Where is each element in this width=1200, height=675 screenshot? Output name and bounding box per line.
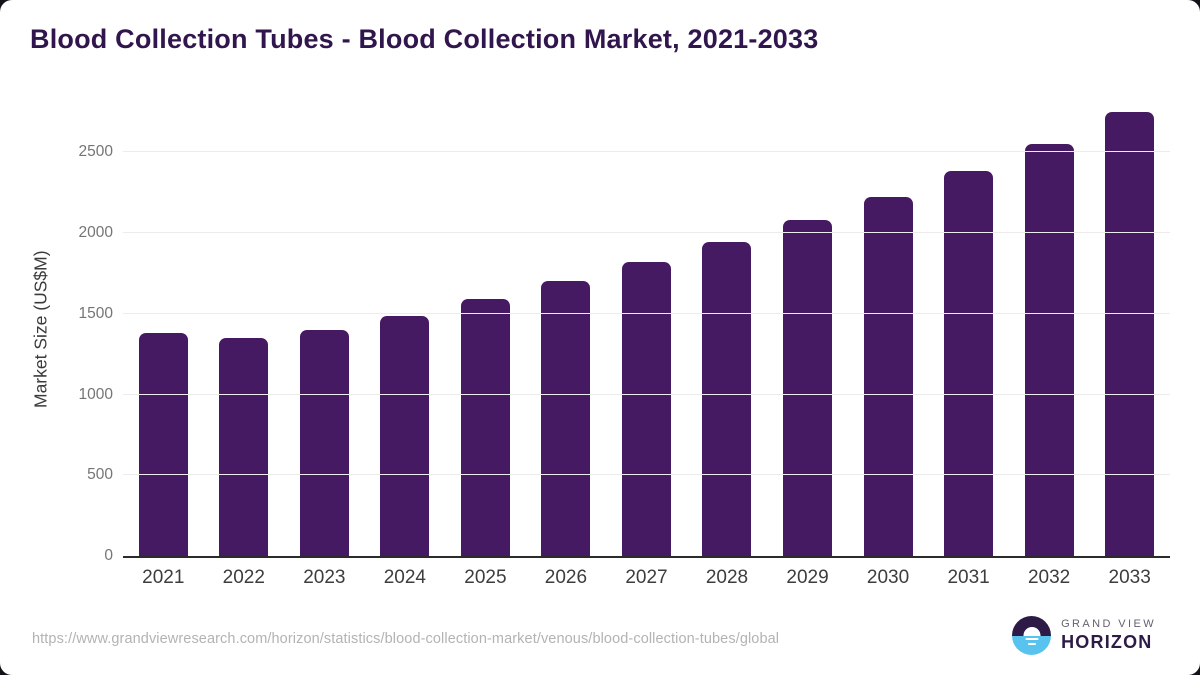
y-tick-label-1000: 1000 — [78, 385, 113, 403]
bar-2029 — [783, 220, 833, 556]
bar-slot-2025 — [445, 100, 526, 556]
bar-2031 — [944, 171, 994, 556]
bar-slot-2026 — [526, 100, 607, 556]
bar-slot-2022 — [204, 100, 285, 556]
bar-slot-2032 — [1009, 100, 1090, 556]
bar-slot-2033 — [1089, 100, 1170, 556]
brand-name-top: GRAND VIEW — [1061, 618, 1156, 630]
x-tick-label-2027: 2027 — [625, 567, 668, 588]
bar-slot-2021 — [123, 100, 204, 556]
bar-2028 — [702, 242, 752, 556]
logo-reflection-line — [1027, 642, 1036, 646]
gridline-2500 — [123, 151, 1170, 153]
bar-2025 — [460, 299, 510, 556]
logo-sun-icon — [1023, 627, 1041, 636]
grandview-horizon-logo-icon — [1012, 616, 1052, 655]
bar-2023 — [299, 330, 349, 556]
plot-area: 0 500 1000 1500 2000 2500 — [79, 100, 1170, 564]
brand-name-bottom: HORIZON — [1061, 632, 1153, 652]
bars-row — [123, 100, 1170, 556]
y-tick-label-0: 0 — [104, 547, 113, 564]
logo-text: GRAND VIEW HORIZON — [1061, 618, 1156, 653]
x-tick-label-2022: 2022 — [222, 567, 265, 588]
bar-2032 — [1024, 143, 1074, 556]
bar-2026 — [541, 280, 591, 556]
x-tick-label-2030: 2030 — [866, 567, 910, 588]
gridline-1000 — [123, 393, 1170, 395]
x-tick-label-2023: 2023 — [303, 567, 346, 588]
y-tick-label-2500: 2500 — [78, 143, 113, 161]
bar-2027 — [621, 262, 671, 556]
x-tick-label-2024: 2024 — [383, 567, 426, 588]
y-tick-label-1500: 1500 — [78, 304, 113, 322]
bar-2024 — [380, 315, 430, 556]
gridline-1500 — [123, 312, 1170, 314]
x-tick-label-2033: 2033 — [1108, 567, 1151, 588]
bar-slot-2028 — [687, 100, 768, 556]
gridline-2000 — [123, 232, 1170, 234]
logo-sky-half — [1012, 616, 1052, 636]
bar-slot-2030 — [848, 100, 929, 556]
bar-slot-2023 — [284, 100, 365, 556]
x-tick-label-2026: 2026 — [544, 567, 588, 588]
bar-slot-2024 — [365, 100, 446, 556]
chart-title: Blood Collection Tubes - Blood Collectio… — [30, 24, 819, 54]
y-tick-label-500: 500 — [87, 466, 113, 484]
bar-2021 — [138, 333, 188, 556]
x-tick-label-2021: 2021 — [142, 567, 185, 588]
bar-slot-2027 — [606, 100, 687, 556]
logo-sea-half — [1012, 635, 1052, 655]
bar-2030 — [863, 196, 913, 556]
x-tick-label-2028: 2028 — [705, 567, 749, 588]
bar-slot-2029 — [767, 100, 848, 556]
x-tick-label-2029: 2029 — [786, 567, 829, 588]
y-tick-label-2000: 2000 — [78, 224, 113, 242]
x-tick-label-2025: 2025 — [464, 567, 507, 588]
x-tick-label-2031: 2031 — [947, 567, 990, 588]
grandview-horizon-logo: GRAND VIEW HORIZON — [1012, 616, 1156, 655]
gridline-500 — [123, 474, 1170, 476]
y-axis-label: Market Size (US$M) — [30, 250, 51, 408]
x-axis-labels: 2021 2022 2023 2024 2025 2026 2027 2028 2029 2030… — [123, 567, 1170, 589]
bar-2033 — [1105, 112, 1155, 556]
x-tick-label-2032: 2032 — [1027, 567, 1071, 588]
source-url: https://www.grandviewresearch.com/horizo… — [32, 631, 780, 647]
logo-reflection-line — [1025, 637, 1039, 641]
bar-slot-2031 — [928, 100, 1009, 556]
bar-2022 — [219, 338, 269, 556]
